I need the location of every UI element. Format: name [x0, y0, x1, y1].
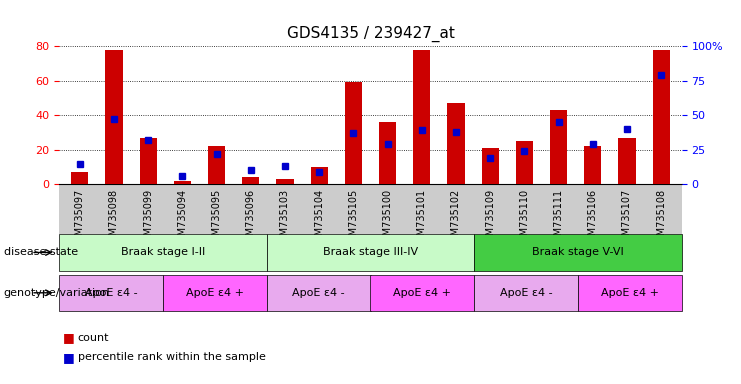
Bar	[310, 167, 328, 184]
Bar	[516, 141, 533, 184]
Bar	[584, 146, 602, 184]
Text: percentile rank within the sample: percentile rank within the sample	[78, 352, 266, 362]
Bar	[619, 138, 636, 184]
Bar	[482, 148, 499, 184]
Text: count: count	[78, 333, 110, 343]
Text: genotype/variation: genotype/variation	[4, 288, 110, 298]
Text: ApoE ε4 +: ApoE ε4 +	[393, 288, 451, 298]
Text: ApoE ε4 +: ApoE ε4 +	[186, 288, 244, 298]
Text: Braak stage V-VI: Braak stage V-VI	[532, 247, 624, 258]
Bar	[448, 103, 465, 184]
Bar	[174, 181, 191, 184]
Text: ApoE ε4 -: ApoE ε4 -	[292, 288, 345, 298]
Bar	[139, 138, 157, 184]
Text: ApoE ε4 -: ApoE ε4 -	[499, 288, 553, 298]
Text: ApoE ε4 -: ApoE ε4 -	[84, 288, 138, 298]
Text: ApoE ε4 +: ApoE ε4 +	[601, 288, 659, 298]
Text: Braak stage III-IV: Braak stage III-IV	[323, 247, 418, 258]
Title: GDS4135 / 239427_at: GDS4135 / 239427_at	[287, 26, 454, 42]
Bar	[71, 172, 88, 184]
Text: Braak stage I-II: Braak stage I-II	[121, 247, 205, 258]
Text: ■: ■	[63, 331, 75, 344]
Bar	[379, 122, 396, 184]
Bar	[105, 50, 122, 184]
Bar	[276, 179, 293, 184]
Bar	[550, 110, 567, 184]
Bar	[242, 177, 259, 184]
Bar	[208, 146, 225, 184]
Bar	[345, 83, 362, 184]
Text: ■: ■	[63, 351, 75, 364]
Bar	[653, 50, 670, 184]
Text: disease state: disease state	[4, 247, 78, 258]
Bar	[413, 50, 431, 184]
